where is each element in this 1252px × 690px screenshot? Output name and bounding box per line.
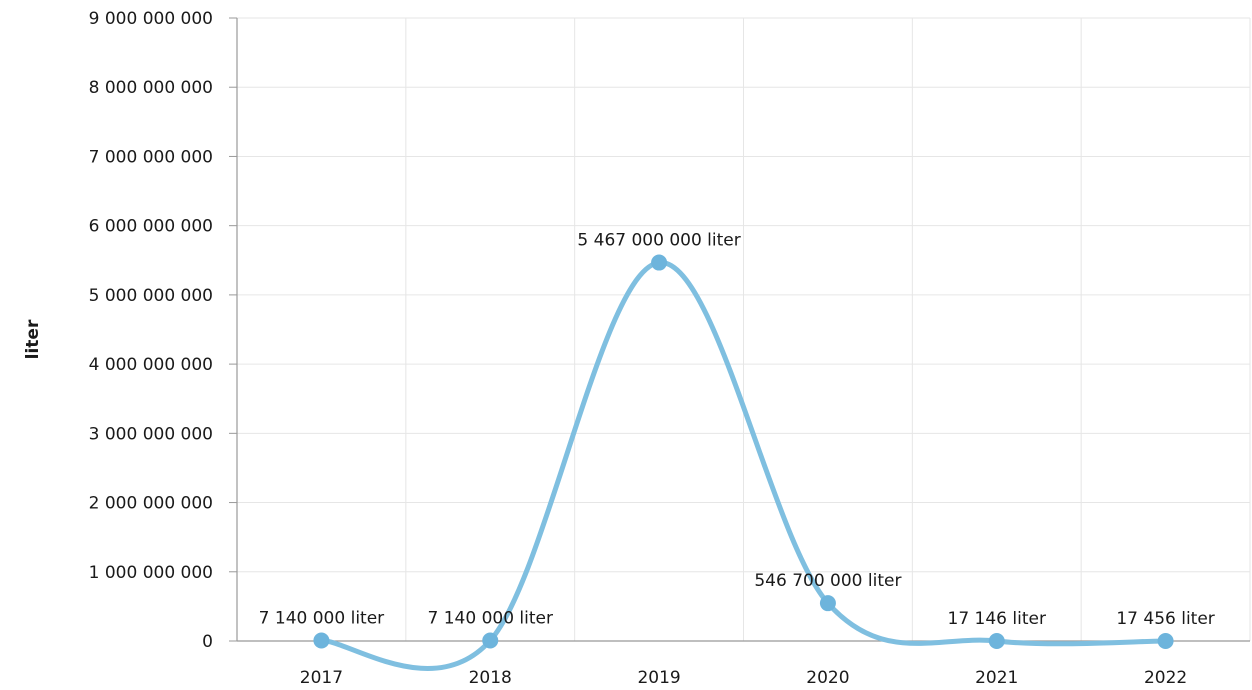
axes [236, 18, 1250, 642]
y-tick-label: 7 000 000 000 [89, 147, 213, 167]
y-tick-label: 6 000 000 000 [89, 217, 213, 237]
x-tick-label: 2017 [300, 668, 343, 688]
y-tick-label: 0 [202, 632, 213, 652]
x-tick-label: 2022 [1144, 668, 1187, 688]
data-point[interactable] [313, 632, 330, 649]
y-tick-label: 5 000 000 000 [89, 286, 213, 306]
y-tick-label: 8 000 000 000 [89, 78, 213, 98]
data-label: 546 700 000 liter [754, 571, 901, 591]
data-label: 5 467 000 000 liter [577, 231, 740, 251]
y-tick-label: 3 000 000 000 [89, 424, 213, 444]
data-label: 7 140 000 liter [428, 609, 553, 629]
data-labels: 7 140 000 liter 7 140 000 liter 5 467 000 … [259, 231, 1215, 629]
data-label: 17 456 liter [1116, 609, 1214, 629]
y-tick-label: 9 000 000 000 [89, 9, 213, 29]
series-group [313, 254, 1174, 671]
data-point[interactable] [988, 632, 1005, 649]
data-point[interactable] [651, 254, 668, 271]
y-tick-label: 4 000 000 000 [89, 355, 213, 375]
x-tick-label: 2019 [637, 668, 680, 688]
x-tick-labels: 2017 2018 2019 2020 2021 2022 [300, 668, 1187, 688]
x-tick-label: 2021 [975, 668, 1018, 688]
x-tick-label: 2020 [806, 668, 849, 688]
data-point[interactable] [1157, 632, 1174, 649]
data-point[interactable] [482, 632, 499, 649]
grid [237, 17, 1251, 641]
data-point[interactable] [819, 595, 836, 612]
y-tick-labels: 0 1 000 000 000 2 000 000 000 3 000 000 000… [89, 9, 237, 652]
x-tick-label: 2018 [469, 668, 512, 688]
y-tick-label: 1 000 000 000 [89, 563, 213, 583]
data-label: 17 146 liter [948, 609, 1046, 629]
y-axis-title: liter [23, 319, 43, 359]
y-tick-label: 2 000 000 000 [89, 494, 213, 514]
data-label: 7 140 000 liter [259, 609, 384, 629]
